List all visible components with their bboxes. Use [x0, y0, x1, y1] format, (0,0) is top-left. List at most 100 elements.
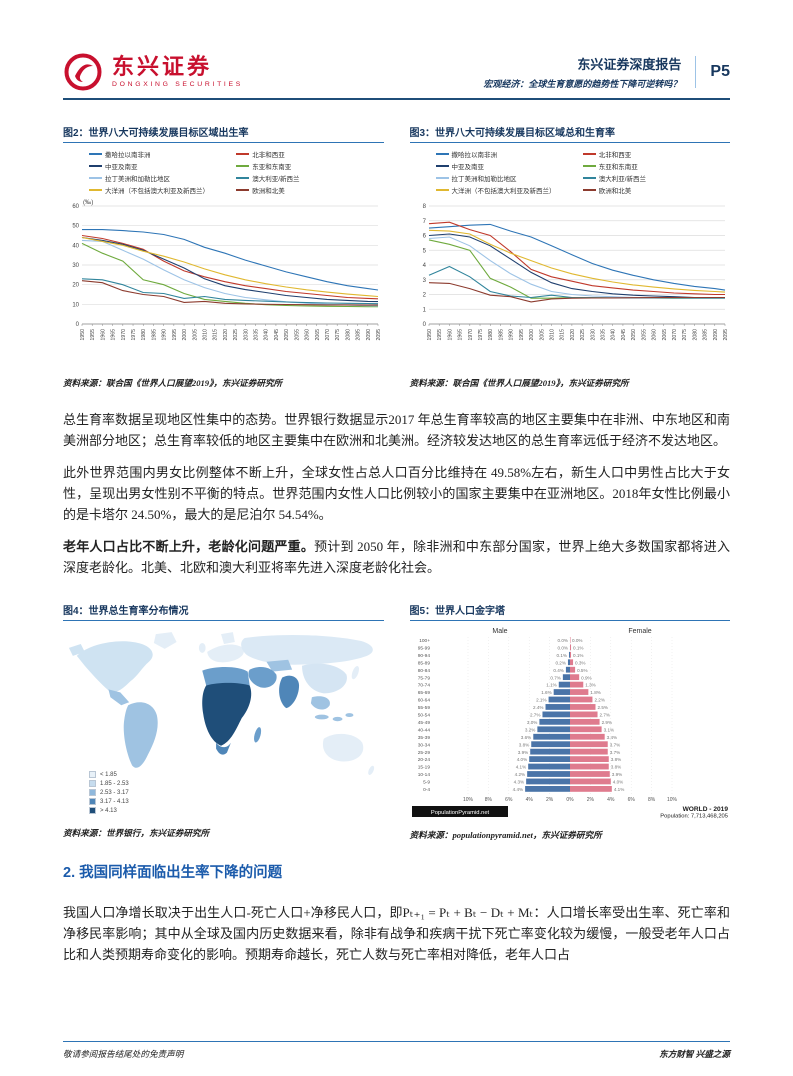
- figure4-title: 图4：世界总生育率分布情况: [63, 602, 384, 621]
- figure2-title: 图2：世界八大可持续发展目标区域出生率: [63, 124, 384, 143]
- svg-text:1: 1: [422, 307, 426, 313]
- report-subtitle: 宏观经济：全球生育意愿的趋势性下降可逆转吗？: [483, 79, 682, 89]
- svg-text:2: 2: [422, 293, 426, 299]
- map-southern-africa: [216, 742, 231, 755]
- svg-text:2095: 2095: [376, 329, 382, 341]
- svg-text:4.2%: 4.2%: [514, 772, 524, 777]
- map-greenland: [153, 632, 177, 649]
- svg-text:3.2%: 3.2%: [524, 727, 534, 732]
- svg-text:1990: 1990: [508, 329, 514, 341]
- svg-text:4.0%: 4.0%: [612, 780, 622, 785]
- figure5-source: 资料来源：populationpyramid.net，东兴证券研究所: [409, 830, 602, 840]
- map-australia: [322, 733, 364, 762]
- svg-text:2060: 2060: [651, 329, 657, 341]
- legend-line-swatch: [89, 177, 102, 179]
- paragraph-fertility-regions: 总生育率数据呈现地区性集中的态势。世界银行数据显示2017 年总生育率较高的地区…: [63, 412, 730, 448]
- svg-text:6%: 6%: [627, 797, 635, 803]
- svg-text:2055: 2055: [294, 329, 300, 341]
- legend-item: 拉丁美洲和加勒比地区: [89, 173, 236, 183]
- svg-text:0%: 0%: [566, 797, 574, 803]
- logo-english-name: DONGXING SECURITIES: [112, 81, 243, 88]
- map-europe: [207, 644, 244, 663]
- svg-text:3.4%: 3.4%: [606, 735, 616, 740]
- svg-text:1950: 1950: [427, 329, 433, 341]
- svg-text:4: 4: [422, 263, 426, 269]
- svg-text:1985: 1985: [151, 329, 157, 341]
- svg-text:0.1%: 0.1%: [573, 653, 583, 658]
- map-legend-swatch: [89, 780, 96, 787]
- figure-row-charts: 图2：世界八大可持续发展目标区域出生率 撒哈拉以南非洲 北非和西亚 中亚及南亚 东亚和…: [63, 124, 730, 389]
- legend-item: 撒哈拉以南非洲: [435, 149, 583, 159]
- svg-text:8%: 8%: [647, 797, 655, 803]
- svg-text:1990: 1990: [162, 329, 168, 341]
- legend-item: 北非和西亚: [236, 149, 383, 159]
- legend-line-swatch: [435, 189, 449, 191]
- svg-text:3: 3: [422, 278, 426, 284]
- svg-text:3.8%: 3.8%: [610, 757, 620, 762]
- svg-text:3.0%: 3.0%: [526, 720, 536, 725]
- svg-text:2.7%: 2.7%: [599, 713, 609, 718]
- svg-text:2080: 2080: [692, 329, 698, 341]
- legend-line-swatch: [435, 177, 449, 179]
- map-legend-item: 1.85 - 2.53: [89, 780, 129, 787]
- map-legend-swatch: [89, 789, 96, 796]
- svg-text:1970: 1970: [467, 329, 473, 341]
- svg-text:2000: 2000: [182, 329, 188, 341]
- svg-text:3.9%: 3.9%: [611, 772, 621, 777]
- svg-text:2.7%: 2.7%: [529, 713, 539, 718]
- map-legend-item: 2.53 - 3.17: [89, 789, 129, 796]
- legend-item: 大洋洲（不包括澳大利亚及新西兰）: [89, 185, 236, 195]
- svg-text:2060: 2060: [305, 329, 311, 341]
- svg-text:2035: 2035: [600, 329, 606, 341]
- svg-text:2085: 2085: [702, 329, 708, 341]
- svg-text:35-39: 35-39: [417, 735, 430, 741]
- svg-text:0-4: 0-4: [423, 787, 430, 793]
- legend-item: 澳大利亚/新西兰: [236, 173, 383, 183]
- population-pyramid-svg: Male Female 10% 8% 6% 4% 2% 0% 2% 4% 6% 8% 10% 100+ 0.…: [411, 628, 728, 820]
- figure5-title: 图5：世界人口金字塔: [409, 602, 730, 621]
- svg-text:1995: 1995: [172, 329, 178, 341]
- figure2-line-chart: 撒哈拉以南非洲 北非和西亚 中亚及南亚 东亚和东南亚 拉丁美洲和加勒比地区 澳大利亚/新西…: [63, 143, 384, 372]
- svg-text:2045: 2045: [620, 329, 626, 341]
- svg-text:40: 40: [72, 243, 79, 249]
- svg-text:2075: 2075: [682, 329, 688, 341]
- figure5-block: 图5：世界人口金字塔 Male Female 10% 8% 6% 4% 2% 0% 2% 4% 6%…: [409, 602, 730, 841]
- svg-text:60: 60: [72, 204, 79, 210]
- svg-text:1.3%: 1.3%: [585, 683, 595, 688]
- svg-text:2090: 2090: [366, 329, 372, 341]
- svg-text:2070: 2070: [325, 329, 331, 341]
- svg-text:1975: 1975: [478, 329, 484, 341]
- legend-line-swatch: [582, 189, 596, 191]
- svg-text:8%: 8%: [484, 797, 492, 803]
- map-legend-item: 3.17 - 4.13: [89, 798, 129, 805]
- chart-legend: 撒哈拉以南非洲 北非和西亚 中亚及南亚 东亚和东南亚 拉丁美洲和加勒比地区 澳大利亚/新西…: [410, 143, 731, 197]
- map-japan: [351, 666, 359, 680]
- svg-text:4.1%: 4.1%: [613, 787, 623, 792]
- section2-heading: 2. 我国同样面临出生率下降的问题: [63, 865, 283, 881]
- legend-line-swatch: [89, 165, 102, 167]
- map-indonesia-2: [332, 716, 343, 722]
- svg-text:2030: 2030: [590, 329, 596, 341]
- legend-item: 欧洲和北美: [236, 185, 383, 195]
- svg-text:2000: 2000: [529, 329, 535, 341]
- logo-text: 东兴证券 DONGXING SECURITIES: [112, 56, 243, 89]
- svg-text:2065: 2065: [661, 329, 667, 341]
- map-uk: [198, 642, 206, 653]
- map-scandinavia: [221, 632, 235, 644]
- svg-text:(‰): (‰): [83, 199, 93, 206]
- svg-text:2.4%: 2.4%: [533, 705, 543, 710]
- svg-text:7: 7: [422, 219, 426, 225]
- svg-text:20: 20: [72, 283, 79, 289]
- svg-text:2045: 2045: [274, 329, 280, 341]
- legend-line-swatch: [582, 165, 596, 167]
- svg-text:2.1%: 2.1%: [536, 698, 546, 703]
- map-indonesia-3: [345, 713, 354, 718]
- svg-text:20-24: 20-24: [417, 757, 430, 763]
- svg-text:95-99: 95-99: [417, 645, 430, 651]
- map-south-america: [123, 702, 158, 768]
- svg-text:4.3%: 4.3%: [513, 780, 523, 785]
- page-footer: 敬请参阅报告结尾处的免责声明 东方财智 兴盛之源: [63, 1041, 730, 1060]
- legend-item: 中亚及南亚: [89, 161, 236, 171]
- legend-item: 大洋洲（不包括澳大利亚及新西兰）: [435, 185, 583, 195]
- svg-text:1980: 1980: [488, 329, 494, 341]
